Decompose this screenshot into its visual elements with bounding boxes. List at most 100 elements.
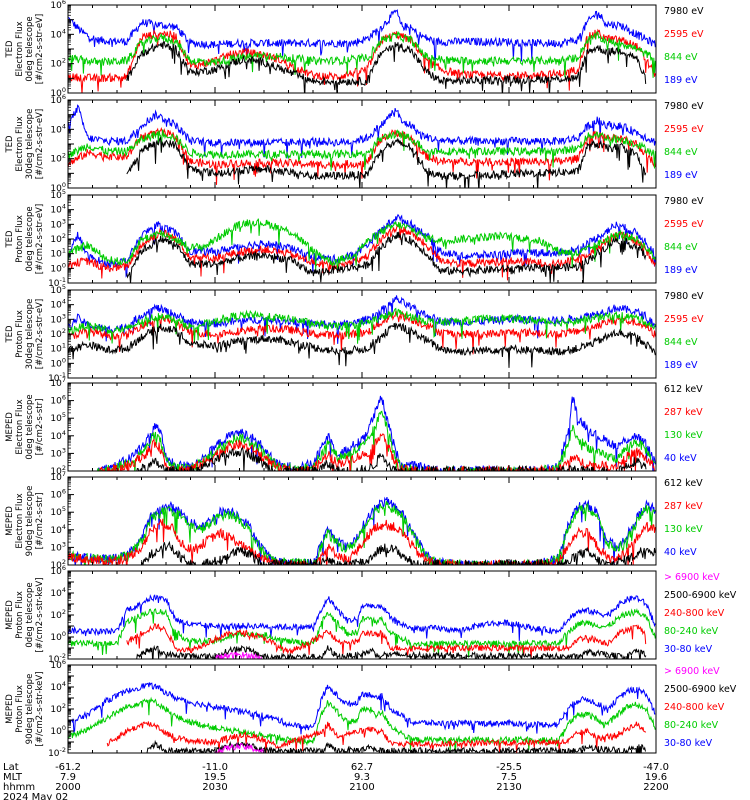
panel-3-legend-2: 2595 eV [664, 219, 704, 230]
x-tick-lat-2: -11.0 [202, 762, 228, 773]
panel-8-legend-1: > 6900 keV [664, 666, 720, 677]
panel-3-series-4 [126, 231, 647, 283]
panel-7-frame [67, 570, 657, 660]
panel-5-ytick-label: 106 [50, 394, 66, 407]
x-tick-mlt-5: 19.6 [645, 772, 667, 783]
x-row-label-mlt: MLT [3, 772, 23, 783]
panel-5-legend-1: 612 keV [664, 384, 703, 395]
panel-6-series-4 [141, 540, 656, 565]
panel-6-ytick-label: 103 [50, 540, 66, 553]
panel-5-ylabel: MEPEDElectron Flux0deg telescope[#/cm2-s… [5, 394, 45, 459]
x-tick-hhmm-4: 2130 [496, 782, 521, 793]
panel-1-series-4 [126, 41, 647, 93]
panel-6-legend-4: 40 keV [664, 547, 697, 558]
panel-1-legend-3: 844 eV [664, 52, 698, 63]
panel-8-series-1 [68, 682, 656, 735]
panel-8-ytick-label: 104 [50, 680, 66, 693]
panel-5-legend-4: 40 keV [664, 453, 697, 464]
x-tick-hhmm-1: 2000 [55, 782, 80, 793]
panel-3-ytick-label: 101 [50, 247, 66, 260]
panel-4-series-4 [68, 322, 656, 368]
x-tick-lat-4: -25.5 [496, 762, 522, 773]
panel-2-series-1 [68, 104, 656, 159]
panel-8-legend-4: 80-240 keV [664, 720, 719, 731]
panel-8-legend-3: 240-800 keV [664, 702, 725, 713]
panel-5-series-4 [136, 446, 647, 471]
panel-5-legend-2: 287 keV [664, 407, 703, 418]
panel-7-series-4 [136, 644, 647, 659]
panel-4-ytick-label: 102 [50, 327, 66, 340]
panel-7-legend-3: 240-800 keV [664, 608, 725, 619]
panel-8-ytick-label: 10-2 [48, 746, 66, 759]
panel-1-series-3 [68, 30, 656, 78]
panel-7-legend-4: 80-240 keV [664, 626, 719, 637]
panel-6-legend-3: 130 keV [664, 524, 703, 535]
panels: 100 102 104 106 TEDElectron Flux0deg telesco… [5, 0, 737, 759]
panel-3-legend-3: 844 eV [664, 242, 698, 253]
panel-5-ytick-label: 105 [50, 411, 66, 424]
x-row-label-date: 2024 May 02 [3, 792, 68, 800]
x-tick-hhmm-2: 2030 [202, 782, 227, 793]
panel-3-series-3 [68, 218, 656, 273]
panel-3-ylabel: TEDProton Flux0deg telescope[#/cm2-s-str… [5, 204, 45, 274]
panel-5-series-2 [97, 410, 656, 471]
panel-8-series-5 [214, 742, 264, 753]
panel-1-legend-2: 2595 eV [664, 29, 704, 40]
panel-7-legend-1: > 6900 keV [664, 572, 720, 583]
panel-7-legend-2: 2500-6900 keV [664, 590, 737, 601]
panel-4-ytick-label: 103 [50, 312, 66, 325]
panel-2-ytick-label: 104 [50, 122, 66, 135]
panel-1-ylabel: TEDElectron Flux0deg telescope[#/cm2-s-s… [5, 14, 45, 84]
panel-8-legend-5: 30-80 keV [664, 738, 713, 749]
panel-6-ytick-label: 106 [50, 488, 66, 501]
x-row-label-lat: Lat [3, 762, 19, 773]
panel-7-series-5 [215, 650, 263, 659]
panel-3-ytick-label: 103 [50, 217, 66, 230]
x-tick-lat-5: -47.0 [643, 762, 669, 773]
panel-6-legend-1: 612 keV [664, 478, 703, 489]
x-tick-hhmm-5: 2200 [643, 782, 668, 793]
panel-6-ytick-label: 105 [50, 505, 66, 518]
panel-1-ytick-label: 104 [50, 27, 66, 40]
panel-4-legend-3: 844 eV [664, 337, 698, 348]
panel-8-legend-2: 2500-6900 keV [664, 684, 737, 695]
panel-8-series-4 [146, 739, 646, 753]
panel-2-ylabel: TEDElectron Flux30deg telescope[#/cm2-s-… [5, 109, 45, 180]
panel-4-ytick-label: 100 [50, 356, 66, 369]
panel-2-series-3 [68, 129, 656, 171]
panel-4-legend-1: 7980 eV [664, 291, 704, 302]
panel-5-legend-3: 130 keV [664, 430, 703, 441]
panel-2-legend-3: 844 eV [664, 147, 698, 158]
x-tick-lat-3: 62.7 [351, 762, 373, 773]
panel-1-ytick-label: 106 [50, 0, 66, 11]
panel-4-ylabel: TEDProton Flux30deg telescope[#/cm2-s-st… [5, 299, 45, 370]
panel-8-ytick-label: 100 [50, 724, 66, 737]
panel-7-ytick-label: 104 [50, 586, 66, 599]
panel-3-legend-1: 7980 eV [664, 196, 704, 207]
panel-3-ytick-label: 104 [50, 203, 66, 216]
x-tick-lat-1: -61.2 [55, 762, 81, 773]
panel-7-series-2 [68, 607, 656, 658]
panel-4-ytick-label: 104 [50, 298, 66, 311]
panel-2-series-4 [126, 136, 647, 188]
panel-1-legend-1: 7980 eV [664, 6, 704, 17]
panel-1-series-2 [68, 28, 656, 93]
panel-1-ytick-label: 102 [50, 57, 66, 70]
panel-7-ylabel: MEPEDProton Flux0deg telescope[#/cm2-s-s… [5, 578, 45, 653]
panel-6-legend-2: 287 keV [664, 501, 703, 512]
panel-2-legend-1: 7980 eV [664, 101, 704, 112]
panel-5-ytick-label: 103 [50, 446, 66, 459]
panel-6-ylabel: MEPEDElectron Flux90deg telescope[#/cm2-… [5, 486, 45, 557]
panel-7-legend-5: 30-80 keV [664, 644, 713, 655]
x-tick-hhmm-3: 2100 [349, 782, 374, 793]
panel-7-ytick-label: 102 [50, 608, 66, 621]
panel-1-legend-4: 189 eV [664, 75, 698, 86]
